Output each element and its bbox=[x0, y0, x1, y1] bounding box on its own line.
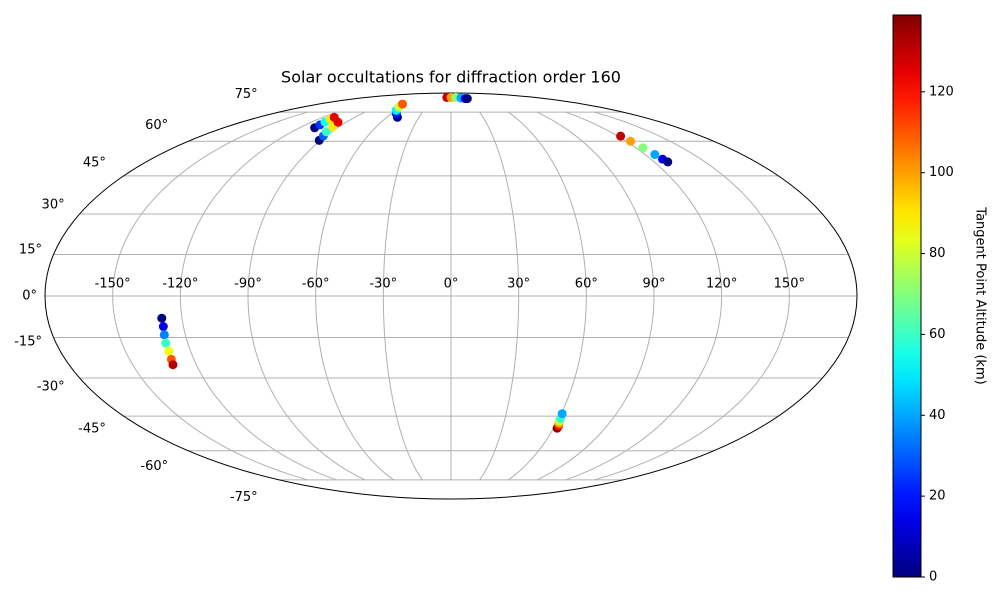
x-tick-label: -30° bbox=[369, 277, 397, 292]
y-tick-label: -15° bbox=[14, 335, 42, 350]
point bbox=[158, 322, 168, 332]
colorbar-label: Tangent Point Altitude (km) bbox=[973, 206, 988, 384]
point bbox=[159, 330, 169, 340]
point bbox=[663, 157, 673, 167]
colorbar-tick-label: 0 bbox=[929, 570, 937, 585]
x-tick-label: 150° bbox=[774, 277, 805, 292]
x-tick-label: 60° bbox=[575, 277, 598, 292]
points bbox=[157, 92, 673, 433]
point bbox=[168, 360, 178, 370]
point bbox=[626, 136, 636, 146]
point bbox=[638, 143, 648, 153]
point bbox=[650, 150, 660, 160]
colorbar-tick-label: 120 bbox=[929, 84, 954, 99]
point bbox=[321, 127, 331, 137]
labels: -150° -120° -90° -60° -30° 0° 30° 60° 90° 120° 150… bbox=[14, 87, 805, 505]
point bbox=[616, 131, 626, 141]
colorbar-tick-label: 20 bbox=[929, 489, 946, 504]
point bbox=[333, 117, 343, 127]
point bbox=[161, 338, 171, 348]
chart-title: Solar occultations for diffraction order… bbox=[281, 68, 621, 87]
y-tick-label: -45° bbox=[78, 421, 106, 436]
point bbox=[557, 409, 567, 419]
colorbar-tick-label: 100 bbox=[929, 165, 954, 180]
x-tick-label: 30° bbox=[507, 277, 530, 292]
colorbar bbox=[892, 14, 922, 578]
colorbar-tick-label: 40 bbox=[929, 408, 946, 423]
colorbar-tick-label: 80 bbox=[929, 246, 946, 261]
x-tick-label: 120° bbox=[706, 277, 737, 292]
point bbox=[462, 94, 472, 104]
y-tick-label: 0° bbox=[22, 289, 37, 304]
x-tick-label: -90° bbox=[234, 277, 262, 292]
colorbar-tick-label: 60 bbox=[929, 327, 946, 342]
y-tick-label: 60° bbox=[145, 118, 168, 133]
y-tick-label: -30° bbox=[37, 380, 65, 395]
y-tick-label: 45° bbox=[83, 156, 106, 171]
x-tick-label: -150° bbox=[95, 277, 131, 292]
point bbox=[157, 313, 167, 323]
y-tick-label: -60° bbox=[140, 459, 168, 474]
point bbox=[397, 99, 407, 109]
y-tick-label: 30° bbox=[42, 197, 65, 212]
y-tick-label: 15° bbox=[19, 242, 42, 257]
x-tick-label: -120° bbox=[162, 277, 198, 292]
x-tick-label: 0° bbox=[444, 277, 459, 292]
grid bbox=[45, 111, 857, 481]
colorbar-axis: 0 20 40 60 80 100 120 bbox=[921, 84, 954, 585]
y-tick-label: -75° bbox=[230, 490, 258, 505]
point bbox=[164, 346, 174, 356]
y-tick-label: 75° bbox=[235, 87, 258, 102]
x-tick-label: 90° bbox=[642, 277, 665, 292]
x-tick-label: -60° bbox=[302, 277, 330, 292]
